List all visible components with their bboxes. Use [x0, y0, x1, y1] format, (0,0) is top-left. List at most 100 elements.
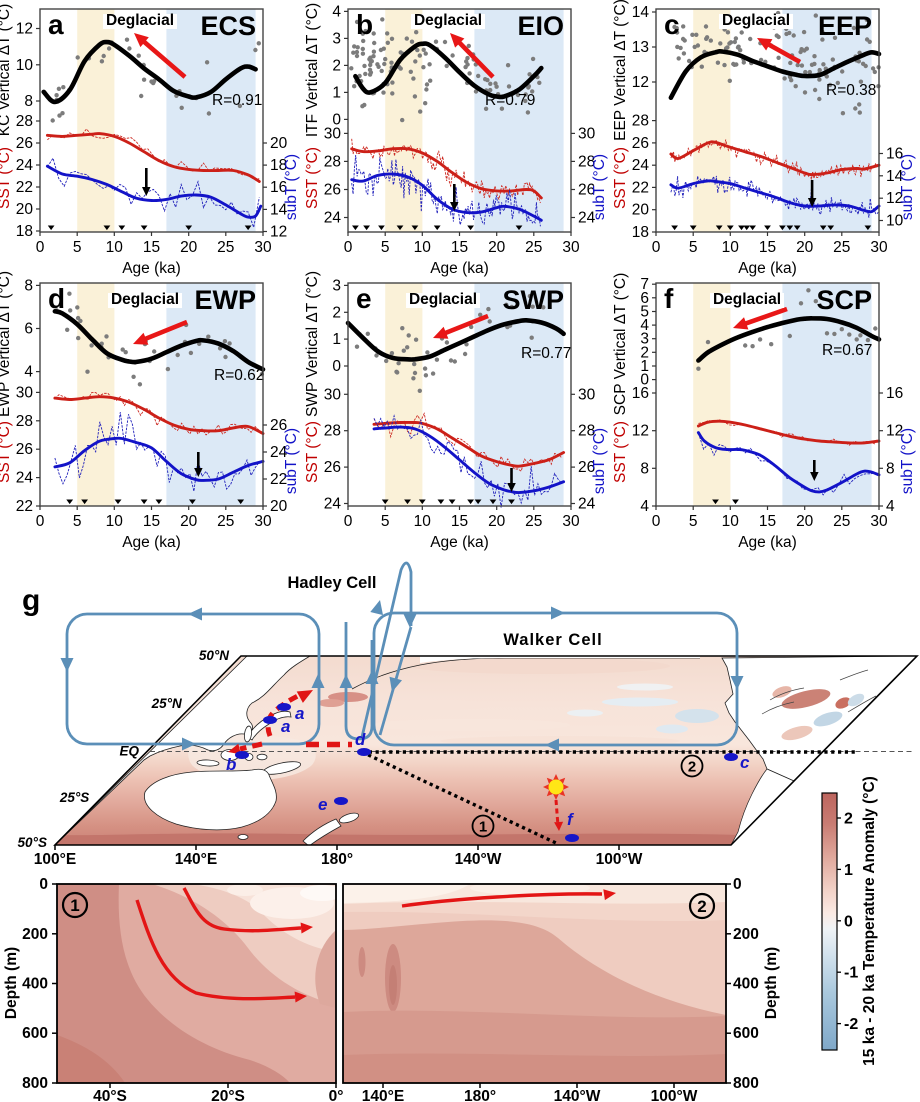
svg-text:28: 28 [324, 423, 341, 440]
svg-text:a: a [295, 704, 304, 723]
svg-text:R=0.62: R=0.62 [214, 367, 264, 384]
svg-text:100°W: 100°W [596, 851, 643, 868]
svg-text:20: 20 [270, 135, 288, 152]
svg-text:30: 30 [562, 239, 580, 256]
svg-text:SCP Vertical ΔT (°C): SCP Vertical ΔT (°C) [612, 273, 629, 416]
svg-text:Deglacial: Deglacial [414, 12, 482, 29]
svg-text:140°W: 140°W [455, 851, 502, 868]
svg-text:SST (°C): SST (°C) [304, 147, 321, 209]
svg-text:Age (ka): Age (ka) [738, 534, 797, 551]
svg-text:24: 24 [632, 157, 650, 174]
svg-text:600: 600 [22, 1025, 48, 1042]
svg-text:subT (°C): subT (°C) [283, 154, 300, 220]
svg-text:10: 10 [106, 513, 124, 530]
svg-text:25°S: 25°S [59, 790, 89, 805]
svg-text:4: 4 [24, 364, 33, 381]
svg-text:400: 400 [22, 976, 48, 993]
svg-text:2: 2 [640, 344, 649, 361]
svg-text:subT (°C): subT (°C) [591, 428, 608, 494]
svg-text:26: 26 [16, 135, 33, 152]
svg-text:15: 15 [143, 239, 160, 256]
svg-text:10: 10 [16, 57, 34, 74]
svg-text:20: 20 [796, 239, 814, 256]
svg-text:8: 8 [24, 93, 33, 110]
svg-text:a: a [281, 717, 290, 736]
svg-text:200: 200 [733, 926, 759, 943]
svg-text:3: 3 [332, 30, 341, 47]
svg-text:SWP Vertical ΔT (°C): SWP Vertical ΔT (°C) [304, 271, 321, 417]
svg-text:20: 20 [16, 201, 34, 218]
svg-text:14: 14 [270, 201, 288, 218]
svg-text:20°S: 20°S [211, 1088, 245, 1102]
svg-text:a: a [48, 9, 64, 40]
svg-text:140°E: 140°E [362, 1088, 404, 1102]
svg-text:16: 16 [886, 385, 903, 402]
svg-text:50°S: 50°S [18, 835, 47, 850]
svg-text:5: 5 [381, 239, 390, 256]
svg-text:0: 0 [39, 876, 48, 893]
svg-text:5: 5 [689, 513, 698, 530]
svg-text:25: 25 [217, 239, 234, 256]
svg-text:400: 400 [733, 976, 759, 993]
svg-text:subT (°C): subT (°C) [591, 154, 608, 220]
svg-text:Deglacial: Deglacial [106, 12, 174, 29]
svg-text:26: 26 [16, 441, 33, 458]
svg-text:12: 12 [886, 190, 903, 207]
svg-text:22: 22 [270, 471, 287, 488]
svg-text:200: 200 [22, 926, 48, 943]
svg-text:14: 14 [886, 168, 904, 185]
svg-text:Age (ka): Age (ka) [430, 534, 489, 551]
svg-text:800: 800 [733, 1075, 759, 1092]
svg-text:10: 10 [414, 239, 432, 256]
svg-text:30: 30 [16, 384, 34, 401]
svg-text:EWP Vertical ΔT (°C): EWP Vertical ΔT (°C) [0, 271, 13, 417]
svg-text:f: f [567, 810, 575, 829]
svg-text:1: 1 [332, 331, 341, 348]
svg-text:12: 12 [886, 423, 903, 440]
svg-text:16: 16 [632, 385, 649, 402]
svg-text:18: 18 [16, 223, 33, 240]
svg-text:0: 0 [640, 372, 649, 389]
svg-text:15: 15 [451, 513, 468, 530]
svg-text:e: e [356, 283, 372, 314]
svg-text:15: 15 [759, 239, 776, 256]
svg-text:0°: 0° [329, 1088, 344, 1102]
svg-text:d: d [355, 730, 366, 749]
svg-text:10: 10 [722, 239, 740, 256]
svg-text:30: 30 [578, 386, 596, 403]
svg-text:20: 20 [270, 498, 288, 515]
svg-text:30: 30 [562, 513, 580, 530]
svg-text:140°E: 140°E [175, 851, 217, 868]
svg-text:SST (°C): SST (°C) [0, 147, 13, 209]
svg-text:16: 16 [270, 179, 287, 196]
svg-text:10: 10 [886, 213, 904, 230]
svg-text:b: b [356, 9, 373, 40]
svg-text:100°W: 100°W [651, 1088, 698, 1102]
svg-text:15: 15 [143, 513, 160, 530]
svg-text:12: 12 [632, 74, 649, 91]
svg-text:4: 4 [332, 3, 341, 20]
svg-text:g: g [22, 584, 40, 617]
svg-text:subT (°C): subT (°C) [899, 428, 916, 494]
svg-text:1: 1 [332, 84, 341, 101]
svg-text:c: c [740, 753, 750, 772]
svg-text:30: 30 [254, 513, 272, 530]
svg-text:e: e [318, 795, 327, 814]
svg-text:Deglacial: Deglacial [722, 12, 790, 29]
svg-text:13: 13 [632, 39, 649, 56]
svg-text:Depth (m): Depth (m) [763, 947, 780, 1019]
svg-text:30: 30 [870, 513, 888, 530]
svg-text:20: 20 [180, 513, 198, 530]
svg-text:30: 30 [254, 239, 272, 256]
svg-text:R=0.38: R=0.38 [826, 82, 876, 99]
svg-text:R=0.91: R=0.91 [212, 92, 262, 109]
svg-text:28: 28 [578, 423, 595, 440]
svg-text:R=0.79: R=0.79 [485, 92, 535, 109]
svg-text:b: b [226, 755, 236, 774]
svg-text:18: 18 [270, 157, 287, 174]
svg-text:28: 28 [16, 113, 33, 130]
svg-text:28: 28 [16, 413, 33, 430]
svg-text:ITF Vertical ΔT (°C): ITF Vertical ΔT (°C) [304, 3, 321, 137]
svg-text:0: 0 [36, 239, 45, 256]
svg-text:30: 30 [578, 125, 596, 142]
